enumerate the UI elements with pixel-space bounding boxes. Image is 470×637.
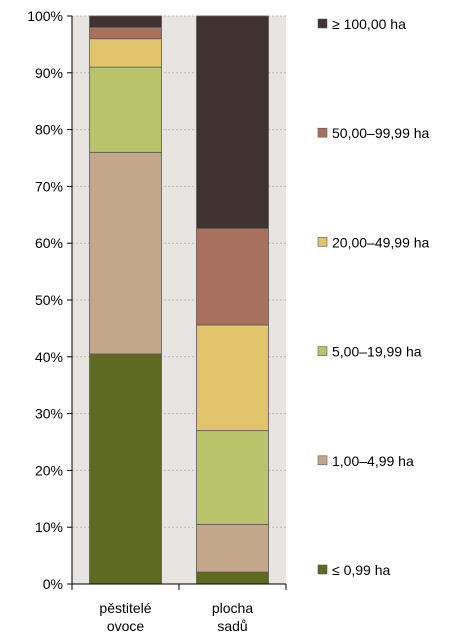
legend-item: 1,00–4,99 ha [317,453,414,469]
x-category-label-line: ovoce [107,618,145,634]
bar-segment [89,15,162,28]
y-tick-label: 50% [35,292,63,308]
bar-segment [196,571,269,585]
bar-segment [196,430,269,525]
legend-item: ≤ 0,99 ha [317,562,390,578]
legend-label: ≤ 0,99 ha [332,562,390,578]
y-tick-label: 10% [35,519,63,535]
x-category-label: plocha sadů [212,600,253,634]
x-category-label-line: pěstitelé [99,600,151,616]
legend-label: ≥ 100,00 ha [332,16,406,32]
y-tick-label: 100% [27,8,63,24]
y-tick-label: 30% [35,406,63,422]
legend-label: 1,00–4,99 ha [332,453,414,469]
legend-label: 50,00–99,99 ha [332,125,430,141]
legend-label: 20,00–49,99 ha [332,234,430,250]
legend-item: 50,00–99,99 ha [317,125,430,141]
legend-swatch [317,237,328,247]
legend-item: 20,00–49,99 ha [317,234,430,250]
bar-segment [196,324,269,432]
legend-swatch [317,455,328,466]
y-tick-label: 40% [35,349,63,365]
legend-swatch [317,18,328,29]
bar-segment [196,523,269,573]
bar-segment [196,228,269,326]
x-category-label: pěstitelé ovoce [99,600,151,634]
plot-area [72,15,286,585]
legend-swatch [317,346,328,356]
legend-label: 5,00–19,99 ha [332,344,422,360]
bar-segment [196,15,269,229]
legend: ≥ 100,00 ha 50,00–99,99 ha 20,00–49,99 ha 5… [317,16,430,578]
y-tick-label: 60% [35,235,63,251]
y-tick-label: 0% [43,576,63,592]
bar-segment [89,26,162,40]
bar-segment [89,38,162,68]
y-tick-label: 20% [35,462,63,478]
y-tick-label: 80% [35,122,63,138]
legend-item: ≥ 100,00 ha [317,16,406,32]
x-axis: pěstitelé ovoce plocha sadů [71,583,287,634]
y-tick-label: 70% [35,178,63,194]
y-tick-label: 90% [35,65,63,81]
y-axis: 0% 10% 20% 30% 40% 50% 60% 70% 80% 90% 100% [27,8,73,592]
legend-swatch [317,127,328,138]
x-category-label-line: plocha [212,600,253,616]
bar-segment [89,151,162,355]
bar-segment [89,353,162,585]
x-category-label-line: sadů [217,618,247,634]
legend-item: 5,00–19,99 ha [317,344,422,360]
bar-segment [89,66,162,153]
legend-swatch [317,564,328,575]
